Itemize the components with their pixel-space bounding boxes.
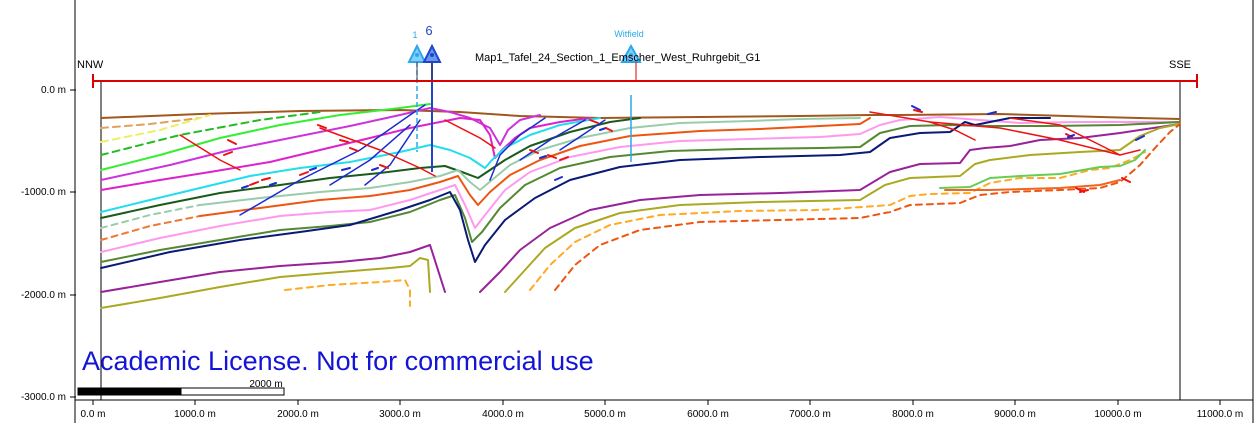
- x-tick-label: 9000.0 m: [994, 409, 1036, 420]
- y-tick-label: -2000.0 m: [21, 290, 66, 301]
- fault-blue: [559, 119, 606, 151]
- fault-red: [1009, 117, 1121, 156]
- faults: [179, 104, 1141, 216]
- x-tick-label: 7000.0 m: [789, 409, 831, 420]
- horizon-dashed-green: [100, 111, 321, 156]
- fault-red: [869, 111, 1141, 156]
- x-tick-label: 4000.0 m: [482, 409, 524, 420]
- horizon-orange-dashed-right: [529, 151, 1146, 291]
- x-tick-label: 8000.0 m: [892, 409, 934, 420]
- horizon-light-green-right: [939, 149, 1146, 189]
- horizon-dark-green: [100, 117, 641, 219]
- horizon-olive: [100, 121, 1181, 263]
- fault-red: [444, 119, 496, 149]
- horizon-navy: [100, 117, 1051, 269]
- horizon-orange-dashed-low: [284, 279, 411, 307]
- horizon-cyan: [100, 117, 601, 213]
- well-1-icon[interactable]: [407, 43, 427, 63]
- horizon-red-dashed-right: [554, 123, 1181, 291]
- x-tick-label: 11000.0 m: [1197, 409, 1244, 420]
- horizons: [100, 103, 1181, 309]
- scale-bar: [77, 387, 285, 396]
- x-tick-label: 6000.0 m: [687, 409, 729, 420]
- section-right-label: SSE: [1169, 59, 1191, 71]
- well-1-label: 1: [412, 30, 417, 40]
- horizon-top-brown: [100, 109, 1181, 120]
- horizon-purple: [100, 244, 446, 293]
- section-title: Map1_Tafel_24_Section_1_Emscher_West_Ruh…: [475, 52, 760, 64]
- license-watermark: Academic License. Not for commercial use: [82, 346, 594, 376]
- horizon-khaki-right: [504, 123, 1181, 293]
- y-tick-label: 0.0 m: [41, 85, 66, 96]
- horizon-purple-right: [479, 123, 1181, 293]
- fault-blue: [239, 104, 426, 216]
- fault-red: [179, 134, 241, 171]
- horizon-dashed-tan: [100, 117, 201, 129]
- horizon-orange-right-low: [944, 179, 1121, 191]
- fault-blue: [519, 119, 586, 161]
- x-tick-label: 10000.0 m: [1094, 409, 1141, 420]
- horizon-dashed-yellow: [100, 114, 211, 143]
- fault-markers: [223, 105, 1145, 193]
- fault-red: [319, 127, 436, 177]
- horizon-sage-dashed: [100, 204, 201, 229]
- fault-red: [929, 121, 976, 141]
- x-tick-label: 3000.0 m: [379, 409, 421, 420]
- x-tick-label: 5000.0 m: [584, 409, 626, 420]
- well-6-icon[interactable]: [422, 43, 442, 63]
- fault-blue: [329, 124, 411, 186]
- well-6-label: 6: [425, 23, 432, 38]
- x-tick-label: 2000.0 m: [277, 409, 319, 420]
- horizon-sage: [199, 117, 861, 206]
- y-tick-label: -1000.0 m: [21, 187, 66, 198]
- scale-bar-label: 2000 m: [249, 379, 282, 390]
- horizon-violet: [100, 107, 541, 181]
- fault-blue: [364, 119, 421, 186]
- well-witfield-label: Witfield: [614, 29, 644, 39]
- horizon-orange: [199, 117, 871, 217]
- y-tick-label: -3000.0 m: [21, 392, 66, 403]
- horizon-bright-green: [100, 103, 431, 171]
- horizon-khaki: [100, 257, 431, 309]
- fault-blue: [489, 117, 546, 181]
- x-tick-marks: [92, 400, 1221, 405]
- horizon-pink: [100, 116, 1181, 253]
- section-left-label: NNW: [77, 59, 104, 71]
- x-tick-label: 1000.0 m: [174, 409, 216, 420]
- horizon-salmon-dashed: [100, 215, 201, 241]
- x-tick-label: 0.0 m: [80, 409, 105, 420]
- well-witfield-icon[interactable]: [620, 43, 642, 63]
